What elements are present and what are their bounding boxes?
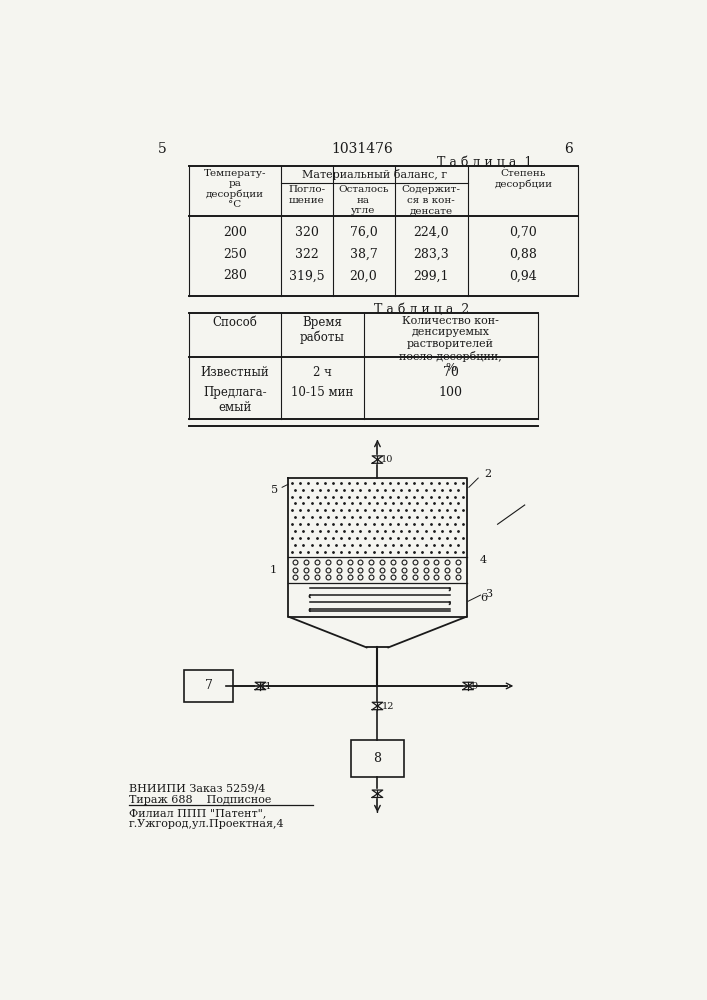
Text: Погло-
шение: Погло- шение (288, 185, 325, 205)
Text: 0,94: 0,94 (509, 269, 537, 282)
Text: Т а б л и ц а  2: Т а б л и ц а 2 (374, 303, 469, 316)
Text: 100: 100 (438, 386, 462, 399)
Text: 5: 5 (271, 485, 278, 495)
Text: 10: 10 (380, 455, 393, 464)
Text: 1: 1 (269, 565, 276, 575)
Text: 299,1: 299,1 (414, 269, 449, 282)
Text: 7: 7 (204, 679, 212, 692)
Text: 12: 12 (382, 702, 395, 711)
Text: 322: 322 (295, 248, 318, 261)
Text: 10-15 мин: 10-15 мин (291, 386, 354, 399)
Text: 280: 280 (223, 269, 247, 282)
Text: 1031476: 1031476 (331, 142, 393, 156)
Text: 76,0: 76,0 (350, 226, 378, 239)
Text: ВНИИПИ Заказ 5259/4: ВНИИПИ Заказ 5259/4 (129, 784, 265, 794)
Text: 2 ч: 2 ч (312, 366, 332, 379)
Text: 8: 8 (373, 752, 382, 765)
Text: 319,5: 319,5 (288, 269, 325, 282)
Text: 70: 70 (443, 366, 459, 379)
Text: Время
работы: Время работы (300, 316, 344, 344)
Text: 200: 200 (223, 226, 247, 239)
Text: 283,3: 283,3 (414, 248, 449, 261)
Text: Филиал ППП "Патент",: Филиал ППП "Патент", (129, 808, 266, 818)
Text: 6: 6 (564, 142, 573, 156)
Text: 5: 5 (158, 142, 166, 156)
Text: 4: 4 (480, 555, 487, 565)
Text: г.Ужгород,ул.Проектная,4: г.Ужгород,ул.Проектная,4 (129, 819, 284, 829)
Text: Содержит-
ся в кон-
денсате: Содержит- ся в кон- денсате (402, 185, 461, 215)
Text: Осталось
на
угле: Осталось на угле (338, 185, 389, 215)
Text: Предлага-
емый: Предлага- емый (203, 386, 267, 414)
Text: 320: 320 (295, 226, 318, 239)
Text: 9: 9 (472, 682, 477, 691)
Text: 0,70: 0,70 (509, 226, 537, 239)
Text: 38,7: 38,7 (350, 248, 378, 261)
Text: 11: 11 (259, 682, 272, 691)
Text: Известный: Известный (201, 366, 269, 379)
Text: 3: 3 (485, 589, 492, 599)
Text: 6: 6 (480, 593, 487, 603)
Text: Температу-
ра
десорбции
°C: Температу- ра десорбции °C (204, 169, 266, 209)
Bar (351, 740, 404, 777)
Text: 2: 2 (485, 469, 492, 479)
Text: Тираж 688    Подписное: Тираж 688 Подписное (129, 795, 271, 805)
Text: Материальный баланс, г: Материальный баланс, г (302, 169, 447, 180)
Text: 20,0: 20,0 (350, 269, 378, 282)
Text: Количество кон-
денсируемых
растворителей
после десорбции,
%: Количество кон- денсируемых растворителе… (399, 316, 502, 373)
Text: Способ: Способ (212, 316, 257, 329)
Text: 250: 250 (223, 248, 247, 261)
Text: 0,88: 0,88 (509, 248, 537, 261)
Bar (185, 670, 233, 702)
Text: Т а б л и ц а  1: Т а б л и ц а 1 (438, 156, 533, 169)
Text: 224,0: 224,0 (414, 226, 449, 239)
Text: Степень
десорбции: Степень десорбции (494, 169, 552, 189)
